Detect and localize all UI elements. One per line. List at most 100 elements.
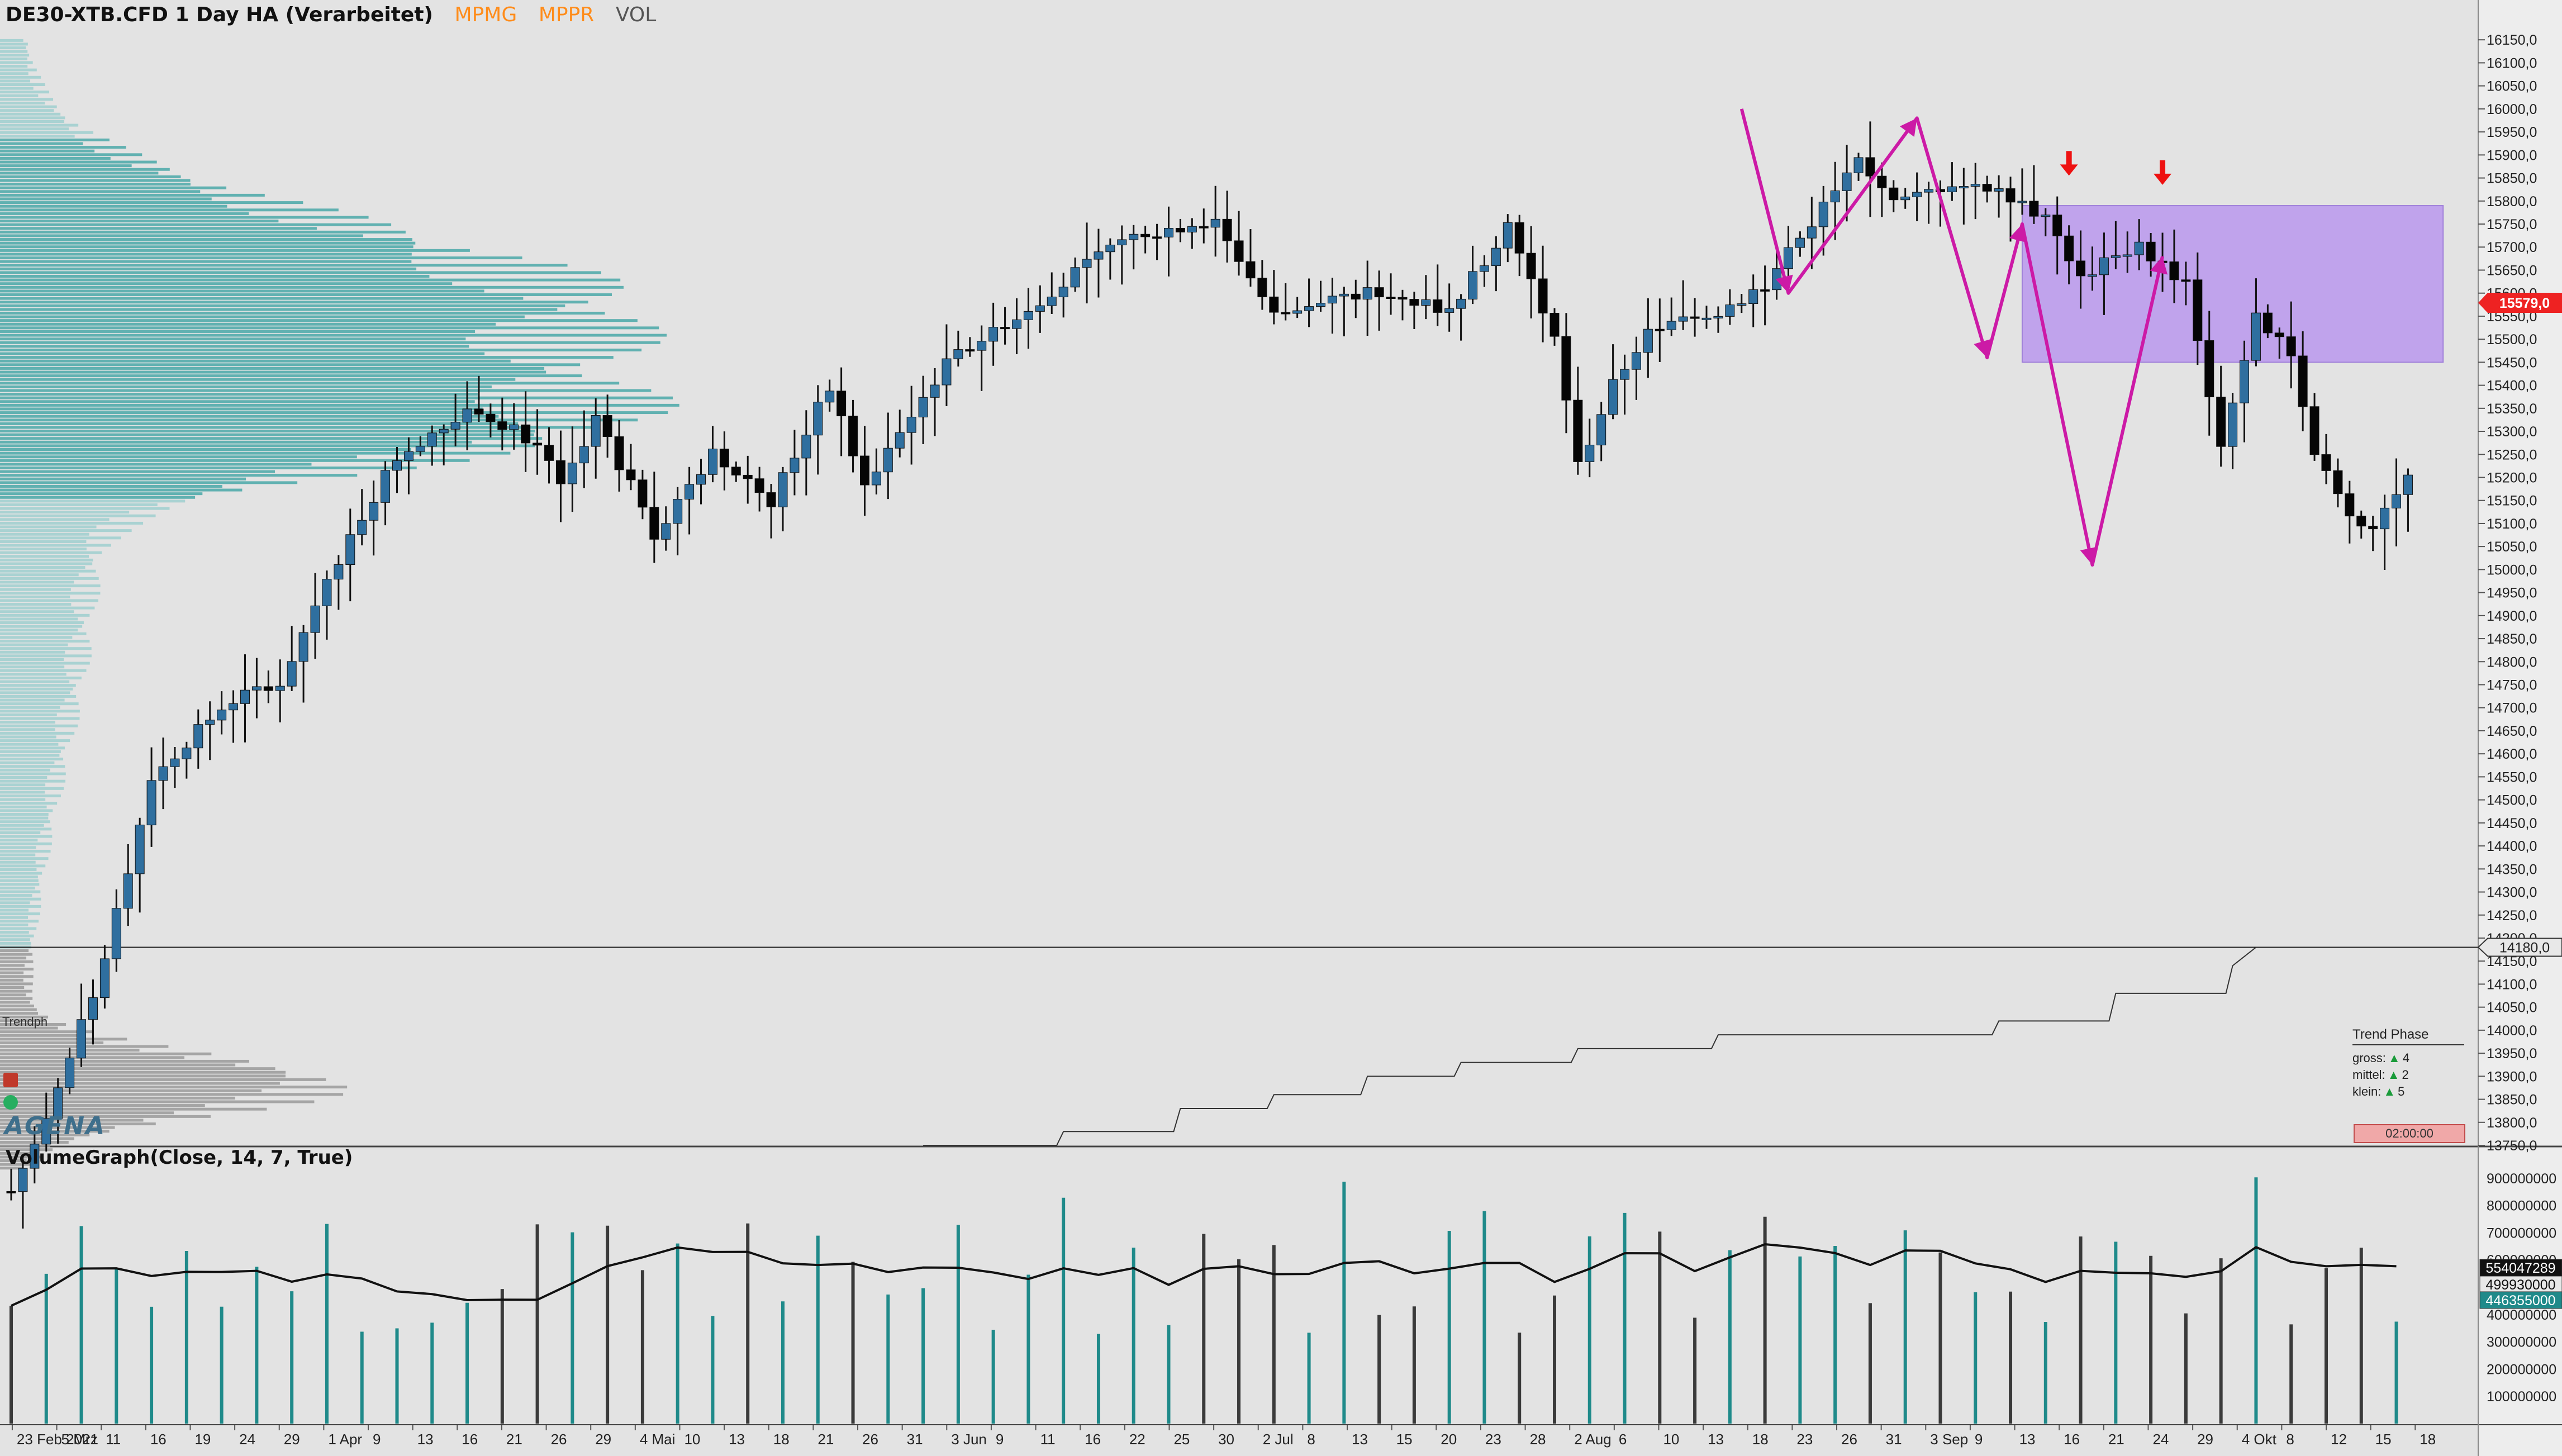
candle: [1234, 211, 1244, 276]
candle: [707, 426, 717, 483]
candle: [2099, 232, 2109, 315]
profile-bin: [0, 146, 126, 149]
candle: [1082, 222, 1092, 303]
candle-body: [533, 442, 543, 446]
profile-bin: [0, 894, 32, 897]
profile-bin: [0, 112, 61, 116]
time-tick-label: 16: [1085, 1431, 1101, 1448]
volume-tick-label: 300000000: [2487, 1335, 2556, 1350]
profile-bin: [0, 758, 64, 761]
volume-tick-label: 200000000: [2487, 1362, 2556, 1377]
trend-phase-title: Trend Phase: [2352, 1027, 2464, 1045]
candle: [2111, 221, 2121, 269]
profile-bin: [0, 813, 49, 816]
profile-bin: [0, 997, 33, 1000]
profile-bin: [0, 389, 652, 392]
price-tick-label: 15850,0: [2487, 171, 2537, 187]
candle: [1175, 218, 1185, 242]
candle-body: [1374, 287, 1384, 298]
candle-body: [322, 579, 332, 606]
candle: [1725, 289, 1735, 325]
profile-bin: [0, 581, 74, 584]
profile-bin: [0, 385, 492, 388]
candle-body: [1760, 289, 1770, 292]
indicator-vol[interactable]: VOL: [615, 3, 657, 26]
candle-body: [2111, 255, 2121, 258]
candle: [567, 426, 577, 512]
candle-body: [1912, 192, 1922, 197]
zigzag-arrowhead: [1775, 274, 1793, 293]
profile-bin: [0, 1026, 58, 1030]
candle-body: [1152, 236, 1162, 239]
candle-body: [229, 703, 239, 711]
candle: [146, 747, 156, 847]
profile-bin: [0, 168, 170, 171]
candle-body: [813, 402, 823, 436]
candle-body: [2380, 507, 2390, 530]
candle: [813, 385, 823, 475]
candle-body: [579, 446, 589, 464]
profile-bin: [0, 698, 65, 702]
candle-body: [965, 349, 975, 352]
price-tick-label: 14100,0: [2487, 977, 2537, 992]
profile-bin: [0, 437, 543, 440]
trend-row-gross: gross: ▲ 4: [2352, 1051, 2409, 1065]
profile-bin: [0, 532, 89, 536]
indicator-mppr[interactable]: MPPR: [538, 3, 595, 26]
candle-body: [1596, 414, 1606, 446]
current-price-tag: [2478, 293, 2562, 313]
candle-body: [953, 349, 963, 359]
candle: [1070, 257, 1080, 292]
candle: [848, 399, 858, 473]
profile-bin: [0, 835, 53, 838]
candle: [1094, 229, 1104, 298]
profile-bin: [0, 912, 40, 916]
candle: [462, 381, 472, 450]
candle-body: [1620, 369, 1630, 380]
candle-body: [1433, 299, 1443, 313]
profile-bin: [0, 334, 667, 337]
price-tick-label: 14550,0: [2487, 769, 2537, 785]
candle: [1631, 336, 1641, 400]
candle-body: [439, 429, 449, 434]
profile-bin: [0, 684, 76, 687]
indicator-mpmg[interactable]: MPMG: [454, 3, 517, 26]
candle-body: [2298, 355, 2308, 407]
profile-bin: [0, 455, 357, 459]
candle: [1970, 163, 1980, 220]
time-tick-label: 10: [684, 1431, 700, 1448]
candle: [1129, 225, 1139, 270]
profile-bin: [0, 1082, 280, 1085]
profile-bin: [0, 573, 79, 577]
candle-body: [205, 720, 215, 725]
candle: [1163, 206, 1173, 277]
candle-body: [1339, 293, 1349, 297]
profile-bin: [0, 1001, 30, 1004]
profile-bin: [0, 927, 37, 930]
profile-bin: [0, 319, 638, 322]
candle: [1737, 293, 1747, 313]
profile-bin: [0, 42, 28, 46]
profile-bin: [0, 153, 142, 156]
candle: [2262, 304, 2273, 339]
time-tick-label: 1 Apr: [328, 1431, 362, 1448]
candle-body: [567, 463, 577, 484]
candle: [2134, 219, 2144, 270]
candle-body: [1468, 271, 1478, 299]
candle-body: [1281, 312, 1291, 315]
candle-body: [859, 455, 869, 486]
candle-body: [1818, 202, 1828, 227]
candle: [988, 302, 999, 366]
zigzag-arrowhead: [2080, 546, 2098, 565]
profile-bin: [0, 636, 73, 639]
candle-body: [1210, 218, 1220, 228]
candle-body: [497, 421, 507, 430]
profile-bin: [0, 860, 36, 864]
candle: [403, 437, 413, 494]
candle: [977, 325, 987, 391]
candle-body: [2345, 493, 2355, 517]
profile-bin: [0, 470, 275, 473]
candle-body: [2204, 340, 2214, 398]
price-tick-label: 14900,0: [2487, 608, 2537, 624]
